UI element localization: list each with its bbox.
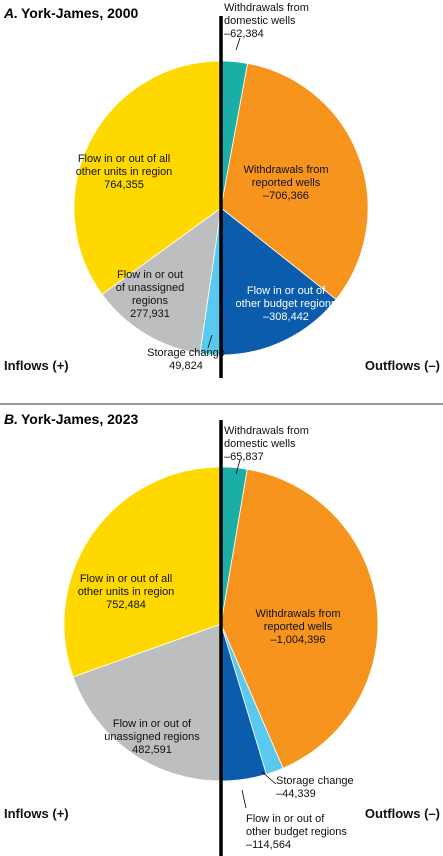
- slice-label-line: Flow in or out of: [246, 813, 325, 825]
- slice-label-line: other budget regions: [246, 826, 347, 838]
- panel-a-slices: [73, 60, 369, 356]
- slice-label: Withdrawals from reported wells –706,366: [244, 164, 329, 202]
- pie-slice: [220, 468, 379, 769]
- slice-label-line: reported wells: [252, 177, 321, 189]
- panel-a-title: A. York-James, 2000: [3, 5, 138, 21]
- label-leader-line: [235, 37, 241, 51]
- slice-label-line: regions: [132, 295, 169, 307]
- slice-label-line: domestic wells: [224, 438, 296, 450]
- panel-a-labels: Withdrawals from domestic wells –62,384Wit…: [76, 2, 337, 372]
- slice-label-line: Flow in or out of all: [78, 153, 170, 165]
- panel-b-labels: Withdrawals from domestic wells –65,837Wit…: [78, 425, 354, 851]
- slice-label-line: 752,484: [106, 599, 146, 611]
- slice-label-line: –1,004,396: [270, 634, 325, 646]
- pie-slice: [101, 207, 222, 354]
- slice-label: Flow in or out of other budget regions –11…: [246, 813, 347, 851]
- slice-label-line: 482,591: [132, 744, 172, 756]
- slice-label-line: Withdrawals from: [256, 608, 341, 620]
- pie-slice: [220, 207, 337, 356]
- slice-label-line: Flow in or out: [117, 269, 183, 281]
- slice-label: Storage change 49,824: [147, 347, 225, 372]
- slice-label-line: Storage change: [276, 775, 354, 787]
- slice-label-line: –65,837: [224, 451, 264, 463]
- pie-slice: [220, 62, 369, 300]
- panel-b-letter: B.: [4, 411, 18, 427]
- panel-b-outflows-label: Outflows (–): [365, 806, 440, 821]
- slice-label-line: 764,355: [104, 179, 144, 191]
- slice-label-line: Withdrawals from: [244, 164, 329, 176]
- slice-label: Withdrawals from domestic wells –65,837: [224, 425, 309, 463]
- label-leader-line: [261, 771, 277, 785]
- slice-label-line: unassigned regions: [104, 731, 200, 743]
- slice-label-line: –706,366: [263, 190, 309, 202]
- panel-b-inflows-label: Inflows (+): [4, 806, 69, 821]
- slice-label: Withdrawals from domestic wells –62,384: [224, 2, 309, 40]
- slice-label-line: Flow in or out of: [247, 285, 326, 297]
- slice-label-line: other units in region: [76, 166, 173, 178]
- slice-label: Flow in or out of unassigned regions 277,93…: [116, 269, 185, 320]
- slice-label-line: domestic wells: [224, 15, 296, 27]
- panel-a-outflows-label: Outflows (–): [365, 358, 440, 373]
- label-leader-line: [241, 789, 247, 809]
- slice-label-line: Flow in or out of all: [80, 573, 172, 585]
- slice-label-line: –114,564: [246, 839, 291, 851]
- panel-a-pie-chart: A. York-James, 2000 Withdrawals from domes…: [3, 2, 440, 378]
- slice-label-line: 277,931: [130, 308, 170, 320]
- slice-label-line: –308,442: [263, 311, 309, 323]
- slice-label-line: other budget regions: [236, 298, 337, 310]
- slice-label: Withdrawals from reported wells –1,004,396: [256, 608, 341, 646]
- panel-a-inflows-label: Inflows (+): [4, 358, 69, 373]
- panel-b-title-text: York-James, 2023: [21, 411, 138, 427]
- slice-label: Flow in or out of other budget regions –30…: [236, 285, 337, 323]
- panel-a-title-text: York-James, 2000: [21, 5, 138, 21]
- panel-b-slices: [63, 466, 379, 782]
- slice-label-line: Storage change: [147, 347, 225, 359]
- slice-label-line: 49,824: [169, 360, 203, 372]
- pie-slice: [72, 623, 222, 782]
- slice-label-line: –62,384: [224, 28, 264, 40]
- slice-label-line: Withdrawals from: [224, 2, 309, 14]
- slice-label-line: Withdrawals from: [224, 425, 309, 437]
- slice-label-line: of unassigned: [116, 282, 185, 294]
- label-leader-line: [207, 334, 213, 349]
- slice-label: Storage change –44,339: [276, 775, 354, 800]
- slice-label: Flow in or out of all other units in regi…: [78, 573, 175, 611]
- slice-label-line: other units in region: [78, 586, 175, 598]
- panel-b-title: B. York-James, 2023: [4, 411, 138, 427]
- label-leader-line: [235, 459, 241, 475]
- panel-b-pie-chart: B. York-James, 2023 Withdrawals from domes…: [4, 411, 440, 856]
- slice-label-line: Flow in or out of: [113, 718, 192, 730]
- slice-label: Flow in or out of unassigned regions 482,5…: [104, 718, 200, 756]
- pie-slice: [73, 60, 222, 295]
- slice-label-line: –44,339: [276, 788, 316, 800]
- slice-label: Flow in or out of all other units in regi…: [76, 153, 173, 191]
- pie-slice: [63, 466, 222, 678]
- panel-a-letter: A.: [3, 5, 18, 21]
- slice-label-line: reported wells: [264, 621, 333, 633]
